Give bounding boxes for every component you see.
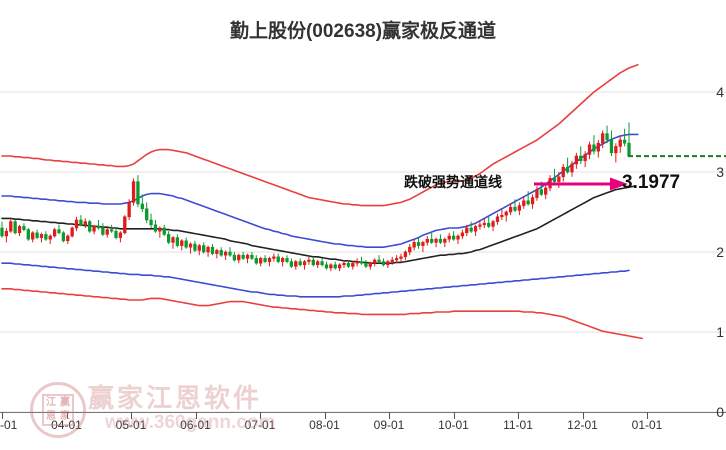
- watermark-brand: 赢家江恩软件: [88, 383, 263, 413]
- x-axis-tick-mark: [389, 412, 390, 419]
- y-axis-tick-label: 0: [716, 404, 724, 420]
- last-price-label: 3.1977: [622, 172, 681, 193]
- x-axis-tick-mark: [2, 412, 3, 419]
- watermark-seal-icon: 江 赢 恩 家: [30, 382, 86, 438]
- x-axis-tick-mark: [647, 412, 648, 419]
- x-axis-tick-label: 03-01: [0, 418, 18, 432]
- seal-char-3: 家: [60, 411, 70, 422]
- x-axis-tick-mark: [324, 412, 326, 419]
- x-axis-tick-mark: [453, 412, 455, 419]
- x-axis-line: [0, 412, 726, 413]
- x-axis-tick-label: 08-01: [309, 418, 340, 432]
- page-title: 勤上股份(002638)赢家极反通道: [229, 21, 497, 42]
- seal-char-2: 恩: [46, 411, 56, 422]
- watermark-url: www.360gann.com: [105, 412, 276, 433]
- annotation-arrow-icon: [534, 177, 628, 191]
- y-axis-tick-label: 3: [716, 164, 724, 180]
- y-axis-tick-label: 2: [716, 244, 724, 260]
- seal-char-0: 江: [46, 397, 56, 408]
- x-axis-tick-label: 07-01: [244, 418, 276, 432]
- x-axis-tick-label: 11-01: [503, 418, 533, 432]
- x-axis-tick-label: 12-01: [567, 418, 598, 432]
- annotation-label: 跌破强势通道线: [404, 174, 502, 190]
- x-axis-tick-label: 10-01: [438, 418, 469, 432]
- y-axis-tick-label: 1: [716, 324, 724, 340]
- x-axis-tick-mark: [131, 412, 132, 419]
- x-axis-tick-label: 01-01: [631, 418, 663, 432]
- x-axis-tick-mark: [518, 412, 519, 419]
- x-axis-tick-label: 09-01: [373, 418, 405, 432]
- x-axis-tick-mark: [260, 412, 261, 419]
- x-axis-tick-label: 06-01: [180, 418, 211, 432]
- x-axis-tick-label: 05-01: [115, 418, 147, 432]
- x-axis-tick-mark: [582, 412, 584, 419]
- y-axis-tick-label: 4: [716, 84, 724, 100]
- price-chart-canvas: [0, 64, 726, 412]
- x-axis-tick-mark: [195, 412, 197, 419]
- seal-char-1: 赢: [60, 397, 70, 408]
